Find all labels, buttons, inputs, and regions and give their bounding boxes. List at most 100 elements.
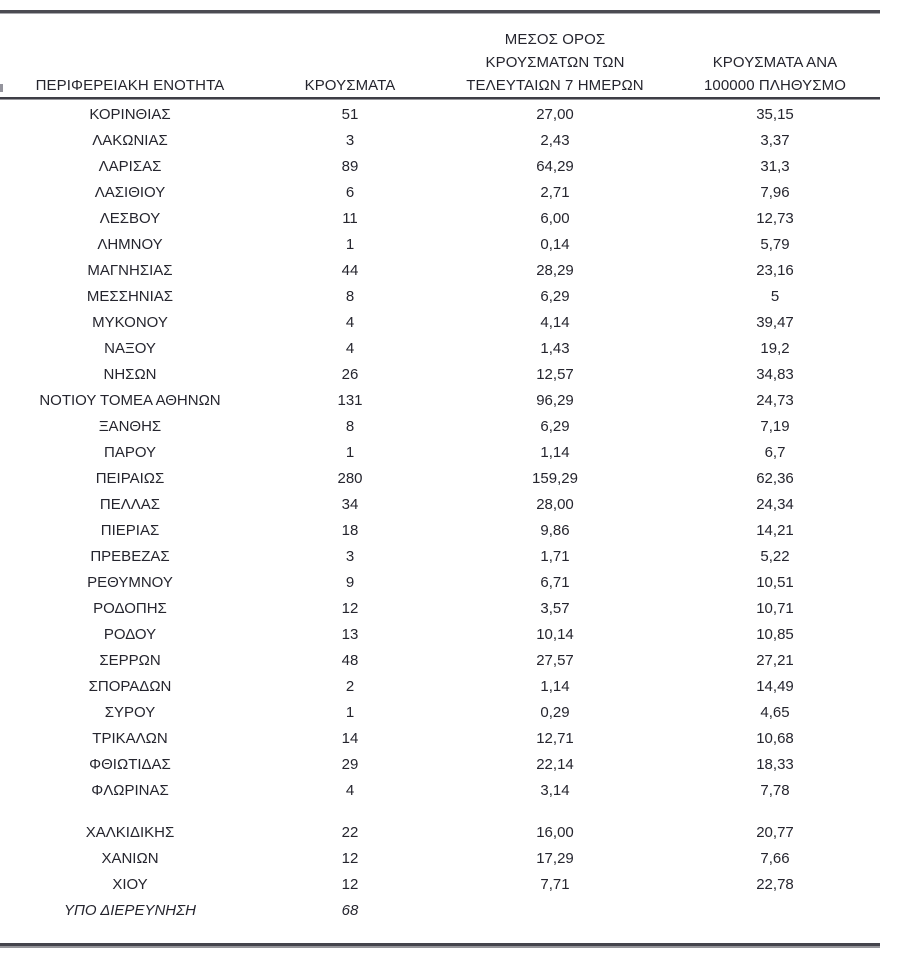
- cell-avg-7day: 28,00: [536, 496, 574, 513]
- cell-per-100k: 6,7: [764, 444, 786, 461]
- table-row: ΧΑΛΚΙΔΙΚΗΣ 22 16,00 20,77: [0, 820, 880, 846]
- cell-regional-unit: ΝΟΤΙΟΥ ΤΟΜΕΑ ΑΘΗΝΩΝ: [39, 392, 221, 409]
- table-row: ΥΠΟ ΔΙΕΡΕΥΝΗΣΗ 68: [0, 898, 880, 924]
- cell-cases: 44: [341, 262, 359, 279]
- cell-cases: 280: [337, 470, 363, 487]
- cell-cases: 12: [341, 600, 359, 617]
- cell-cases: 26: [341, 366, 359, 383]
- cell-cases: 4: [345, 782, 355, 799]
- cell-avg-7day: 12,71: [536, 730, 574, 747]
- table-row: ΜΥΚΟΝΟΥ 4 4,14 39,47: [0, 310, 880, 336]
- cell-per-100k: 10,71: [756, 600, 794, 617]
- table-body: ΚΟΡΙΝΘΙΑΣ 51 27,00 35,15 ΛΑΚΩΝΙΑΣ 3 2,43 3,37 ΛΑ…: [0, 102, 880, 924]
- cell-avg-7day: 6,29: [540, 288, 570, 305]
- cell-regional-unit: ΞΑΝΘΗΣ: [98, 418, 162, 435]
- left-edge-artifact: [0, 84, 3, 92]
- cell-regional-unit: ΡΕΘΥΜΝΟΥ: [87, 574, 173, 591]
- cell-per-100k: 19,2: [760, 340, 790, 357]
- cell-per-100k: 14,21: [756, 522, 794, 539]
- cell-per-100k: 5,79: [760, 236, 790, 253]
- cell-regional-unit: ΠΑΡΟΥ: [103, 444, 157, 461]
- cell-avg-7day: 3,57: [540, 600, 570, 617]
- cell-cases: 1: [345, 444, 355, 461]
- table-row: ΝΑΞΟΥ 4 1,43 19,2: [0, 336, 880, 362]
- cell-avg-7day: 12,57: [536, 366, 574, 383]
- cell-avg-7day: 1,43: [540, 340, 570, 357]
- table-row: ΝΟΤΙΟΥ ΤΟΜΕΑ ΑΘΗΝΩΝ 131 96,29 24,73: [0, 388, 880, 414]
- cell-regional-unit: ΛΕΣΒΟΥ: [99, 210, 161, 227]
- cell-regional-unit: ΛΑΡΙΣΑΣ: [98, 158, 162, 175]
- cell-avg-7day: 159,29: [532, 470, 578, 487]
- table-row: ΛΕΣΒΟΥ 11 6,00 12,73: [0, 206, 880, 232]
- table-row: ΡΟΔΟΥ 13 10,14 10,85: [0, 622, 880, 648]
- column-header-avg-7day: ΜΕΣΟΣ ΟΡΟΣ ΚΡΟΥΣΜΑΤΩΝ ΤΩΝ ΤΕΛΕΥΤΑΙΩΝ 7 Η…: [440, 28, 670, 97]
- cell-regional-unit: ΠΕΙΡΑΙΩΣ: [95, 470, 165, 487]
- table-row: ΣΠΟΡΑΔΩΝ 2 1,14 14,49: [0, 674, 880, 700]
- cell-regional-unit: ΣΠΟΡΑΔΩΝ: [88, 678, 172, 695]
- cell-avg-7day: 27,57: [536, 652, 574, 669]
- cell-per-100k: 22,78: [756, 876, 794, 893]
- cell-avg-7day: 28,29: [536, 262, 574, 279]
- cell-cases: 4: [345, 340, 355, 357]
- table-row: ΧΙΟΥ 12 7,71 22,78: [0, 872, 880, 898]
- cell-avg-7day: 1,71: [540, 548, 570, 565]
- cell-avg-7day: 17,29: [536, 850, 574, 867]
- cell-per-100k: 5,22: [760, 548, 790, 565]
- table-header-row: ΠΕΡΙΦΕΡΕΙΑΚΗ ΕΝΟΤΗΤΑ ΚΡΟΥΣΜΑΤΑ ΜΕΣΟΣ ΟΡΟ…: [0, 14, 880, 97]
- table-row: ΚΟΡΙΝΘΙΑΣ 51 27,00 35,15: [0, 102, 880, 128]
- cell-avg-7day: 3,14: [540, 782, 570, 799]
- column-header-label-line: ΤΕΛΕΥΤΑΙΩΝ 7 ΗΜΕΡΩΝ: [466, 77, 644, 94]
- cell-avg-7day: 2,71: [540, 184, 570, 201]
- table-row: ΦΘΙΩΤΙΔΑΣ 29 22,14 18,33: [0, 752, 880, 778]
- cell-per-100k: 5: [770, 288, 780, 305]
- cell-regional-unit: ΚΟΡΙΝΘΙΑΣ: [89, 106, 171, 123]
- cell-per-100k: 4,65: [760, 704, 790, 721]
- cell-per-100k: 10,51: [756, 574, 794, 591]
- table-row: ΣΥΡΟΥ 1 0,29 4,65: [0, 700, 880, 726]
- cell-regional-unit: ΝΗΣΩΝ: [103, 366, 157, 383]
- cell-per-100k: 62,36: [756, 470, 794, 487]
- cell-cases: 34: [341, 496, 359, 513]
- cell-cases: 29: [341, 756, 359, 773]
- cell-regional-unit: ΠΡΕΒΕΖΑΣ: [90, 548, 170, 565]
- cell-regional-unit: ΜΕΣΣΗΝΙΑΣ: [86, 288, 174, 305]
- cell-cases: 6: [345, 184, 355, 201]
- cell-per-100k: 18,33: [756, 756, 794, 773]
- cell-regional-unit: ΡΟΔΟΥ: [103, 626, 157, 643]
- cell-per-100k: 27,21: [756, 652, 794, 669]
- table-bottom-border: [0, 943, 880, 946]
- cell-cases: 3: [345, 132, 355, 149]
- table-row: ΣΕΡΡΩΝ 48 27,57 27,21: [0, 648, 880, 674]
- column-header-per-100k: ΚΡΟΥΣΜΑΤΑ ΑΝΑ 100000 ΠΛΗΘΥΣΜΟ: [670, 51, 880, 97]
- cell-per-100k: 7,78: [760, 782, 790, 799]
- cell-avg-7day: 9,86: [540, 522, 570, 539]
- table-row: ΛΑΡΙΣΑΣ 89 64,29 31,3: [0, 154, 880, 180]
- cell-per-100k: 23,16: [756, 262, 794, 279]
- cell-per-100k: 34,83: [756, 366, 794, 383]
- column-header-label-line: ΚΡΟΥΣΜΑΤΑ ΑΝΑ: [712, 54, 838, 71]
- column-header-label-line: 100000 ΠΛΗΘΥΣΜΟ: [703, 77, 847, 94]
- cell-per-100k: 10,85: [756, 626, 794, 643]
- column-header-label-line: ΚΡΟΥΣΜΑΤΩΝ ΤΩΝ: [485, 54, 625, 71]
- cell-cases: 68: [341, 902, 359, 919]
- cell-per-100k: 20,77: [756, 824, 794, 841]
- column-header-cases: ΚΡΟΥΣΜΑΤΑ: [260, 74, 440, 97]
- cell-avg-7day: 1,14: [540, 444, 570, 461]
- cell-cases: 3: [345, 548, 355, 565]
- cell-avg-7day: 6,71: [540, 574, 570, 591]
- cell-per-100k: 39,47: [756, 314, 794, 331]
- cell-cases: 131: [337, 392, 363, 409]
- cell-cases: 1: [345, 236, 355, 253]
- table-row: ΠΙΕΡΙΑΣ 18 9,86 14,21: [0, 518, 880, 544]
- cell-regional-unit: ΛΗΜΝΟΥ: [97, 236, 163, 253]
- cell-regional-unit: ΧΑΛΚΙΔΙΚΗΣ: [85, 824, 175, 841]
- cell-regional-unit: ΜΥΚΟΝΟΥ: [92, 314, 168, 331]
- table-row: ΠΕΙΡΑΙΩΣ 280 159,29 62,36: [0, 466, 880, 492]
- cell-per-100k: 14,49: [756, 678, 794, 695]
- cell-regional-unit: ΣΥΡΟΥ: [104, 704, 156, 721]
- table-row: ΜΑΓΝΗΣΙΑΣ 44 28,29 23,16: [0, 258, 880, 284]
- cell-regional-unit: ΛΑΚΩΝΙΑΣ: [92, 132, 168, 149]
- table-row: ΠΕΛΛΑΣ 34 28,00 24,34: [0, 492, 880, 518]
- cell-avg-7day: 0,29: [540, 704, 570, 721]
